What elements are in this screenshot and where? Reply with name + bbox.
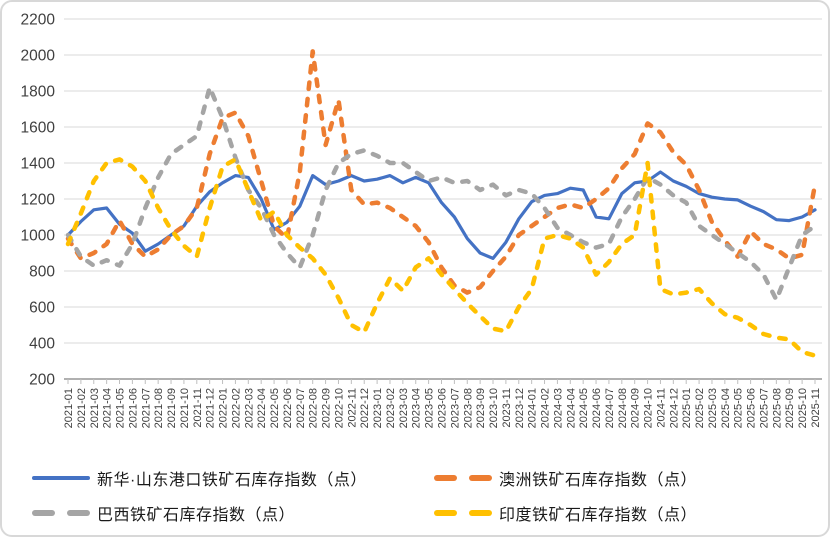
svg-text:2025-09: 2025-09 xyxy=(784,388,796,428)
legend-label-shandong: 新华·山东港口铁矿石库存指数（点） xyxy=(97,472,367,489)
svg-text:2025-05: 2025-05 xyxy=(733,388,745,428)
svg-text:200: 200 xyxy=(29,372,55,389)
svg-text:2021-04: 2021-04 xyxy=(102,388,114,428)
legend-line-orange-dashed-icon xyxy=(434,475,492,481)
svg-text:400: 400 xyxy=(29,336,55,353)
svg-text:2024-12: 2024-12 xyxy=(668,388,680,428)
svg-text:2021-03: 2021-03 xyxy=(89,388,101,428)
legend-label-brazil: 巴西铁矿石库存指数（点） xyxy=(97,507,296,524)
svg-text:2021-05: 2021-05 xyxy=(115,388,127,428)
svg-text:2021-09: 2021-09 xyxy=(166,388,178,428)
legend-label-india: 印度铁矿石库存指数（点） xyxy=(499,507,698,524)
chart-legend: 新华·山东港口铁矿石库存指数（点） 澳洲铁矿石库存指数（点） 巴西铁矿石库存指数… xyxy=(32,464,812,527)
svg-text:2025-03: 2025-03 xyxy=(707,388,719,428)
svg-text:2023-04: 2023-04 xyxy=(411,388,423,428)
svg-text:2024-01: 2024-01 xyxy=(527,388,539,428)
svg-text:2025-10: 2025-10 xyxy=(797,388,809,428)
svg-text:2024-09: 2024-09 xyxy=(630,388,642,428)
svg-text:2022-02: 2022-02 xyxy=(230,388,242,428)
svg-text:2022-11: 2022-11 xyxy=(346,388,358,428)
svg-text:2024-11: 2024-11 xyxy=(655,388,667,428)
svg-text:600: 600 xyxy=(29,300,55,317)
svg-text:2023-10: 2023-10 xyxy=(488,388,500,428)
svg-text:2024-06: 2024-06 xyxy=(591,388,603,428)
svg-text:2022-10: 2022-10 xyxy=(333,388,345,428)
svg-text:2021-11: 2021-11 xyxy=(192,388,204,428)
svg-text:2022-04: 2022-04 xyxy=(256,388,268,428)
svg-text:1800: 1800 xyxy=(21,84,56,101)
svg-text:2022-09: 2022-09 xyxy=(321,388,333,428)
svg-text:1400: 1400 xyxy=(21,156,56,173)
legend-item-brazil: 巴西铁矿石库存指数（点） xyxy=(32,499,434,527)
svg-text:2024-05: 2024-05 xyxy=(578,388,590,428)
legend-line-gray-dashed-icon xyxy=(32,510,90,516)
svg-text:2022-05: 2022-05 xyxy=(269,388,281,428)
svg-text:2022-03: 2022-03 xyxy=(243,388,255,428)
svg-text:2023-02: 2023-02 xyxy=(385,388,397,428)
svg-text:2023-11: 2023-11 xyxy=(501,388,513,428)
line-chart: 2200 2000 1800 1600 1400 1200 1000 800 600 400 200… xyxy=(21,12,822,428)
svg-text:2021-10: 2021-10 xyxy=(179,388,191,428)
svg-text:1600: 1600 xyxy=(21,120,56,137)
svg-text:2021-07: 2021-07 xyxy=(140,388,152,428)
svg-text:2024-08: 2024-08 xyxy=(617,388,629,428)
svg-text:2022-01: 2022-01 xyxy=(218,388,230,428)
svg-text:2023-03: 2023-03 xyxy=(398,388,410,428)
svg-text:2024-04: 2024-04 xyxy=(565,388,577,428)
svg-text:2025-04: 2025-04 xyxy=(720,388,732,428)
svg-text:2022-12: 2022-12 xyxy=(359,388,371,428)
legend-line-blue-solid-icon xyxy=(32,476,90,480)
svg-text:2024-02: 2024-02 xyxy=(540,388,552,428)
svg-text:2025-01: 2025-01 xyxy=(681,388,693,428)
legend-line-yellow-dashed-icon xyxy=(434,510,492,516)
svg-text:2025-02: 2025-02 xyxy=(694,388,706,428)
svg-text:2025-08: 2025-08 xyxy=(771,388,783,428)
svg-text:2021-06: 2021-06 xyxy=(127,388,139,428)
svg-text:2025-06: 2025-06 xyxy=(746,388,758,428)
legend-item-australia: 澳洲铁矿石库存指数（点） xyxy=(434,464,812,492)
svg-text:2022-08: 2022-08 xyxy=(308,388,320,428)
svg-text:2025-07: 2025-07 xyxy=(758,388,770,428)
svg-text:2021-01: 2021-01 xyxy=(63,388,75,428)
svg-text:2023-01: 2023-01 xyxy=(372,388,384,428)
svg-text:2023-05: 2023-05 xyxy=(424,388,436,428)
svg-text:1000: 1000 xyxy=(21,228,56,245)
svg-text:2022-07: 2022-07 xyxy=(295,388,307,428)
svg-text:2023-06: 2023-06 xyxy=(437,388,449,428)
legend-item-india: 印度铁矿石库存指数（点） xyxy=(434,499,812,527)
svg-text:2022-06: 2022-06 xyxy=(282,388,294,428)
svg-text:2025-11: 2025-11 xyxy=(810,388,822,428)
svg-text:1200: 1200 xyxy=(21,192,56,209)
legend-label-australia: 澳洲铁矿石库存指数（点） xyxy=(499,472,698,489)
svg-text:2024-10: 2024-10 xyxy=(643,388,655,428)
svg-text:2023-08: 2023-08 xyxy=(462,388,474,428)
svg-text:2023-09: 2023-09 xyxy=(475,388,487,428)
svg-text:2021-12: 2021-12 xyxy=(205,388,217,428)
svg-text:2024-07: 2024-07 xyxy=(604,388,616,428)
svg-text:2023-07: 2023-07 xyxy=(449,388,461,428)
svg-text:800: 800 xyxy=(29,264,55,281)
svg-text:2021-02: 2021-02 xyxy=(76,388,88,428)
svg-text:2000: 2000 xyxy=(21,48,56,65)
svg-text:2023-12: 2023-12 xyxy=(514,388,526,428)
svg-text:2021-08: 2021-08 xyxy=(153,388,165,428)
legend-item-shandong: 新华·山东港口铁矿石库存指数（点） xyxy=(32,464,434,492)
svg-text:2024-03: 2024-03 xyxy=(552,388,564,428)
svg-text:2200: 2200 xyxy=(21,12,56,29)
